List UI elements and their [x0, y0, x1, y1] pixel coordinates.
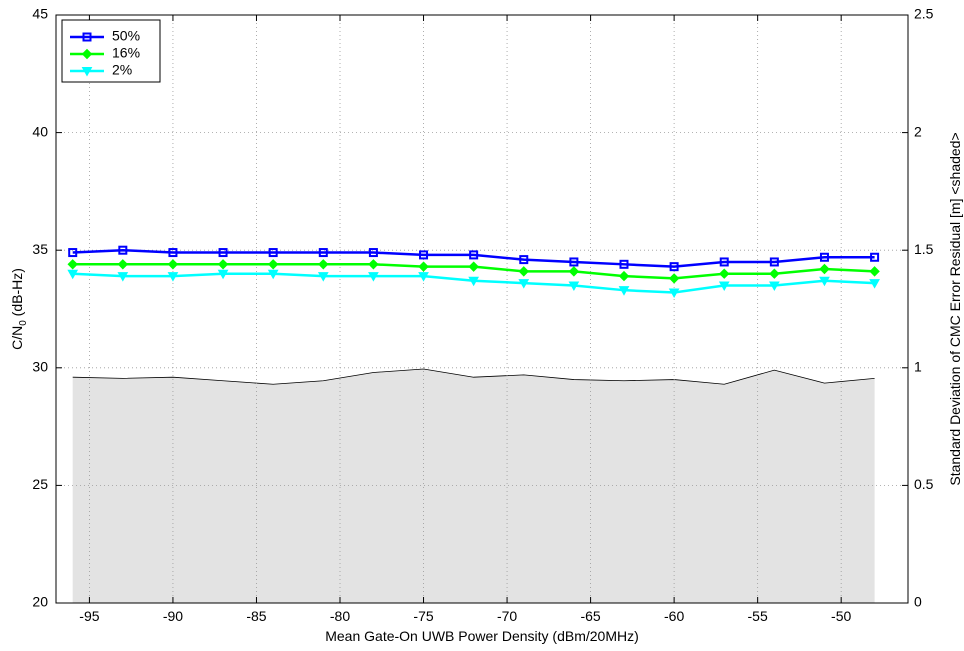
series-1-point	[819, 263, 830, 275]
series-2-point	[869, 279, 880, 289]
y-tick-label: 20	[32, 594, 48, 610]
legend-label-50: 50%	[112, 28, 140, 44]
x-tick-label: -85	[246, 608, 266, 624]
series-1-point	[318, 259, 329, 270]
x-tick-label: -55	[748, 608, 768, 624]
legend-box	[61, 19, 161, 83]
legend-marker-2	[81, 67, 93, 77]
series-0-point	[368, 248, 378, 258]
y2-tick-label: 1	[914, 359, 922, 375]
series-0-point	[569, 257, 579, 267]
series-0-point	[819, 252, 829, 262]
y2-tick-label: 2	[914, 123, 922, 139]
series-0-point	[719, 257, 729, 267]
x-tick-label: -70	[497, 608, 517, 624]
legend-marker-1	[81, 48, 93, 60]
series-1-point	[368, 259, 379, 270]
series-2-point	[819, 276, 830, 287]
legend-marker-0	[82, 32, 92, 42]
series-1-point	[618, 270, 630, 282]
series-1-point	[468, 261, 479, 272]
x-tick-label: -75	[413, 608, 433, 624]
series-2-point	[768, 281, 780, 291]
shaded-area	[72, 368, 875, 603]
series-2-point	[518, 279, 530, 289]
y-axis-label: C/N0 (dB-Hz)	[9, 268, 29, 350]
series-0-point	[168, 248, 178, 258]
series-0-point	[268, 248, 278, 258]
tick-layer: -95 -90 -85 -80 -75 -70 -65 -60 -55 -502025303540…	[32, 6, 933, 624]
x-tick-label: -60	[664, 608, 684, 624]
series-2-point	[368, 272, 379, 282]
series-0-point	[118, 245, 128, 255]
x-tick-label: -90	[163, 608, 183, 624]
series-2-point	[167, 272, 179, 282]
series-1-point	[719, 268, 730, 279]
legend-marks	[70, 32, 104, 77]
y-axis-label-subscript: 0	[18, 320, 29, 326]
x-tick-label: -80	[330, 608, 350, 624]
series-0-point	[68, 248, 78, 258]
y2-tick-label: 2.5	[914, 6, 934, 22]
series-1-point	[167, 259, 179, 270]
y2-tick-label: 0.5	[914, 476, 934, 492]
shaded-region-layer	[72, 368, 875, 603]
series-0-point	[769, 257, 779, 267]
x-tick-label: -65	[580, 608, 600, 624]
series-0-point	[318, 248, 328, 258]
series-2-point	[317, 272, 329, 282]
series-2-point	[568, 281, 580, 291]
legend: 50% 16% 2%	[61, 19, 161, 83]
y-axis-label-tail: (dB-Hz)	[9, 268, 25, 320]
series-0-point	[469, 250, 479, 260]
y-tick-label: 30	[32, 359, 48, 375]
series-0-point	[619, 259, 629, 269]
series-1-point	[568, 266, 580, 277]
series-0-point	[870, 252, 880, 262]
series-2-point	[418, 272, 429, 282]
y2-tick-label: 1.5	[914, 241, 934, 257]
series-2-point	[267, 269, 279, 280]
series-layer	[67, 245, 880, 299]
y2-tick-label: 0	[914, 594, 922, 610]
plot-frame	[55, 14, 909, 604]
series-2-point	[117, 272, 129, 282]
series-0-point	[519, 255, 529, 265]
series-1-point	[117, 259, 129, 270]
series-1-point	[668, 273, 680, 284]
series-1-point	[418, 261, 429, 272]
y2-axis-label: Standard Deviation of CMC Error Residual…	[947, 132, 963, 485]
y-tick-label: 35	[32, 241, 48, 257]
series-0-point	[669, 262, 679, 272]
y-tick-label: 25	[32, 476, 48, 492]
series-2-point	[618, 286, 630, 296]
series-2-point	[468, 276, 480, 287]
y-axis-label-main: C/N	[9, 326, 25, 350]
series-1-point	[869, 266, 880, 277]
y-tick-label: 40	[32, 123, 48, 139]
series-2-point	[217, 269, 229, 280]
shaded-outline	[72, 368, 875, 385]
legend-label-2: 2%	[112, 62, 132, 78]
series-0-point	[419, 250, 429, 260]
series-1-point	[67, 259, 78, 270]
series-2-point	[718, 281, 730, 291]
series-line-0	[72, 248, 875, 268]
x-tick-label: -95	[79, 608, 99, 624]
series-2-point	[67, 269, 79, 280]
y-tick-label: 45	[32, 6, 48, 22]
series-2-point	[668, 288, 680, 299]
legend-label-16: 16%	[112, 45, 140, 61]
series-1-point	[217, 259, 229, 270]
series-1-point	[267, 259, 279, 270]
series-0-point	[218, 248, 228, 258]
x-tick-label: -50	[831, 608, 851, 624]
x-axis-label: Mean Gate-On UWB Power Density (dBm/20MH…	[325, 628, 639, 644]
series-1-point	[518, 266, 529, 277]
series-1-point	[769, 268, 780, 279]
